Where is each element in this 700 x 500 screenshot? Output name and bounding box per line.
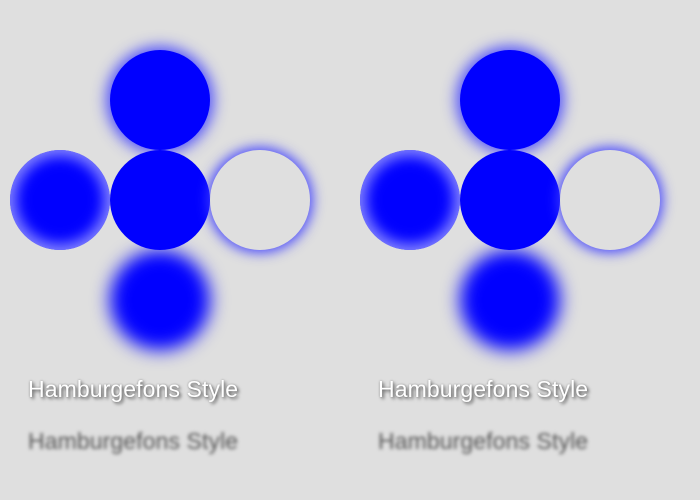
circle-inner-glow	[360, 150, 460, 250]
label-drop-shadow: Hamburgefons Style	[28, 376, 239, 402]
circle-outer-glow	[110, 50, 210, 150]
label-drop-shadow: Hamburgefons Style	[378, 376, 589, 402]
circle-blurred	[110, 250, 210, 350]
circle-hollow-glow	[560, 150, 660, 250]
effects-panel-left: Hamburgefons Style Hamburgefons Style	[10, 50, 310, 454]
circle-inner-glow	[10, 150, 110, 250]
circle-outer-glow	[460, 50, 560, 150]
circle-plain	[110, 150, 210, 250]
label-blurred: Hamburgefons Style	[378, 428, 589, 454]
circle-blurred	[460, 250, 560, 350]
circle-plain	[460, 150, 560, 250]
label-blurred: Hamburgefons Style	[28, 428, 239, 454]
circle-hollow-glow	[210, 150, 310, 250]
effects-panel-right: Hamburgefons Style Hamburgefons Style	[350, 0, 700, 500]
